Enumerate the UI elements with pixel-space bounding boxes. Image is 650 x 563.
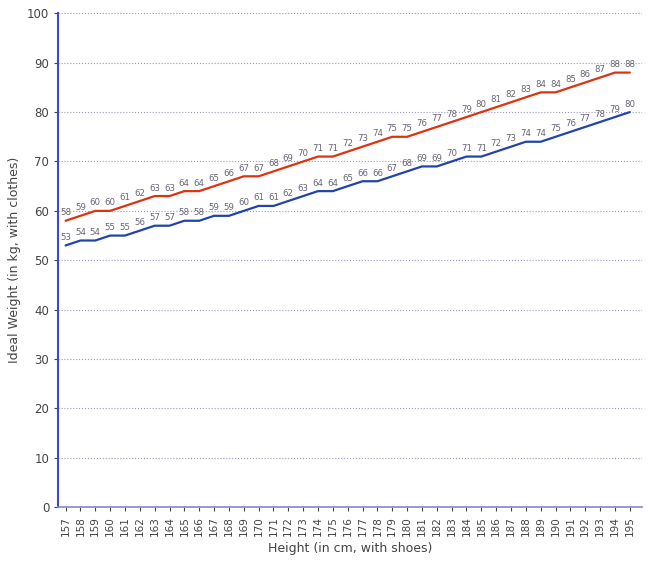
Text: 65: 65	[209, 174, 220, 183]
Text: 55: 55	[120, 223, 131, 232]
Text: 61: 61	[120, 194, 131, 203]
Text: 56: 56	[135, 218, 146, 227]
Text: 69: 69	[417, 154, 427, 163]
Text: 71: 71	[461, 144, 472, 153]
Text: 75: 75	[387, 124, 398, 133]
Text: 58: 58	[194, 208, 205, 217]
Text: 68: 68	[402, 159, 413, 168]
Text: 60: 60	[90, 198, 101, 207]
Text: 57: 57	[149, 213, 160, 222]
Text: 60: 60	[239, 198, 249, 207]
Text: 68: 68	[268, 159, 279, 168]
Text: 72: 72	[342, 139, 353, 148]
Text: 88: 88	[624, 60, 635, 69]
Text: 84: 84	[550, 80, 561, 89]
Text: 84: 84	[535, 80, 546, 89]
Text: 70: 70	[446, 149, 457, 158]
Text: 74: 74	[521, 129, 531, 138]
Text: 86: 86	[580, 70, 591, 79]
Text: 58: 58	[179, 208, 190, 217]
Text: 61: 61	[268, 194, 279, 203]
Text: 55: 55	[105, 223, 116, 232]
Text: 76: 76	[417, 119, 428, 128]
Text: 85: 85	[565, 75, 576, 84]
Text: 71: 71	[313, 144, 324, 153]
Text: 76: 76	[565, 119, 576, 128]
Y-axis label: Ideal Weight (in kg, with clothes): Ideal Weight (in kg, with clothes)	[8, 157, 21, 363]
Text: 77: 77	[580, 114, 591, 123]
Text: 88: 88	[610, 60, 621, 69]
Text: 57: 57	[164, 213, 175, 222]
Text: 73: 73	[357, 134, 368, 143]
Text: 53: 53	[60, 233, 71, 242]
Text: 77: 77	[431, 114, 442, 123]
Text: 63: 63	[164, 184, 175, 193]
Text: 58: 58	[60, 208, 71, 217]
Text: 64: 64	[313, 178, 324, 187]
Text: 63: 63	[298, 184, 309, 193]
Text: 61: 61	[253, 194, 264, 203]
Text: 65: 65	[342, 174, 353, 183]
Text: 66: 66	[372, 169, 383, 178]
Text: 69: 69	[283, 154, 294, 163]
Text: 71: 71	[476, 144, 487, 153]
Text: 63: 63	[149, 184, 160, 193]
Text: 80: 80	[624, 100, 635, 109]
Text: 66: 66	[224, 169, 235, 178]
Text: 69: 69	[432, 154, 442, 163]
Text: 79: 79	[610, 105, 620, 114]
Text: 71: 71	[328, 144, 339, 153]
Text: 81: 81	[491, 95, 502, 104]
Text: 67: 67	[239, 164, 249, 173]
Text: 74: 74	[535, 129, 546, 138]
Text: 59: 59	[224, 203, 235, 212]
Text: 75: 75	[402, 124, 413, 133]
Text: 72: 72	[491, 139, 502, 148]
Text: 80: 80	[476, 100, 487, 109]
Text: 64: 64	[179, 178, 190, 187]
Text: 64: 64	[328, 178, 339, 187]
Text: 59: 59	[75, 203, 86, 212]
Text: 62: 62	[135, 189, 146, 198]
Text: 75: 75	[550, 124, 561, 133]
Text: 64: 64	[194, 178, 205, 187]
Text: 62: 62	[283, 189, 294, 198]
Text: 73: 73	[506, 134, 517, 143]
Text: 66: 66	[357, 169, 368, 178]
Text: 83: 83	[521, 85, 531, 94]
Text: 74: 74	[372, 129, 383, 138]
Text: 60: 60	[105, 198, 116, 207]
Text: 87: 87	[595, 65, 606, 74]
Text: 67: 67	[253, 164, 264, 173]
Text: 59: 59	[209, 203, 220, 212]
Text: 82: 82	[506, 90, 517, 99]
Text: 67: 67	[387, 164, 398, 173]
Text: 78: 78	[446, 110, 457, 119]
Text: 78: 78	[595, 110, 606, 119]
Text: 79: 79	[461, 105, 472, 114]
Text: 54: 54	[90, 228, 101, 237]
Text: 70: 70	[298, 149, 309, 158]
Text: 54: 54	[75, 228, 86, 237]
X-axis label: Height (in cm, with shoes): Height (in cm, with shoes)	[268, 542, 432, 555]
